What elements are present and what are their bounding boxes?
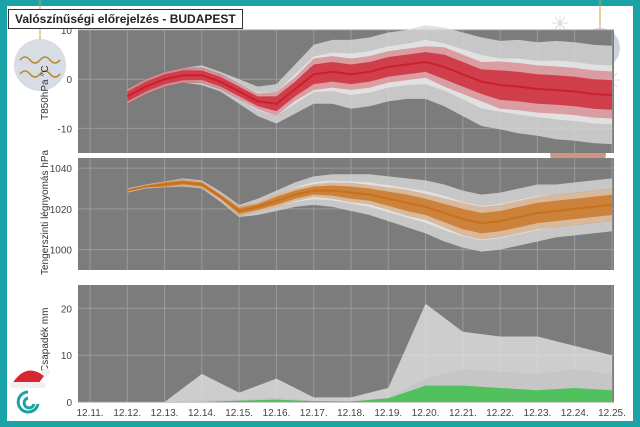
series-line bbox=[127, 181, 613, 225]
y-tick-label: -10 bbox=[58, 124, 73, 135]
pressure-axis-label: Tengerszinti légnyomás hPa bbox=[40, 149, 51, 275]
x-tick-label: 12.20. bbox=[412, 408, 440, 419]
spread-band-inner bbox=[127, 180, 613, 234]
christmas-ornament-icon bbox=[14, 0, 66, 91]
x-tick-label: 12.24. bbox=[561, 408, 589, 419]
x-tick-label: 12.18. bbox=[337, 408, 365, 419]
x-tick-label: 12.17. bbox=[300, 408, 328, 419]
y-tick-label: 10 bbox=[61, 26, 73, 37]
precipitation-axis-label: Csapadék mm bbox=[40, 308, 51, 372]
y-tick-label: 1000 bbox=[50, 246, 73, 257]
x-tick-label: 12.13. bbox=[151, 408, 179, 419]
x-tick-label: 12.21. bbox=[449, 408, 477, 419]
x-tick-label: 12.15. bbox=[225, 408, 253, 419]
temperature-panel: 10 0 -10 bbox=[58, 25, 614, 153]
series-line bbox=[126, 60, 613, 105]
y-tick-label: 1020 bbox=[50, 205, 73, 216]
temperature-axis-label: T850hPa °C bbox=[40, 65, 51, 120]
santa-hat-icon bbox=[10, 368, 50, 388]
logo-swirl-icon bbox=[16, 390, 40, 414]
spread-band-mid bbox=[127, 39, 613, 125]
y-tick-label: 0 bbox=[66, 398, 72, 409]
pressure-panel: 1040 1020 1000 bbox=[50, 158, 614, 270]
y-tick-label: 10 bbox=[61, 351, 73, 362]
y-tick-label: 0 bbox=[66, 75, 72, 86]
x-tick-label: 12.19. bbox=[374, 408, 402, 419]
x-tick-label: 12.25. bbox=[598, 408, 626, 419]
y-tick-label: 20 bbox=[61, 304, 73, 315]
x-tick-label: 12.11. bbox=[76, 408, 103, 419]
chart-title: Valószínűségi előrejelzés - BUDAPEST bbox=[8, 9, 243, 29]
x-tick-label: 12.14. bbox=[188, 408, 216, 419]
x-tick-label: 12.16. bbox=[263, 408, 291, 419]
x-tick-label: 12.23. bbox=[524, 408, 552, 419]
x-tick-label: 12.12. bbox=[113, 408, 141, 419]
precip-area-green bbox=[90, 385, 612, 402]
precipitation-panel: 20 10 0 12.11. 12.12. 12.13. 12.14. 12.15. 12.16… bbox=[61, 285, 626, 419]
x-tick-label: 12.22. bbox=[486, 408, 514, 419]
y-tick-label: 1040 bbox=[50, 164, 73, 175]
